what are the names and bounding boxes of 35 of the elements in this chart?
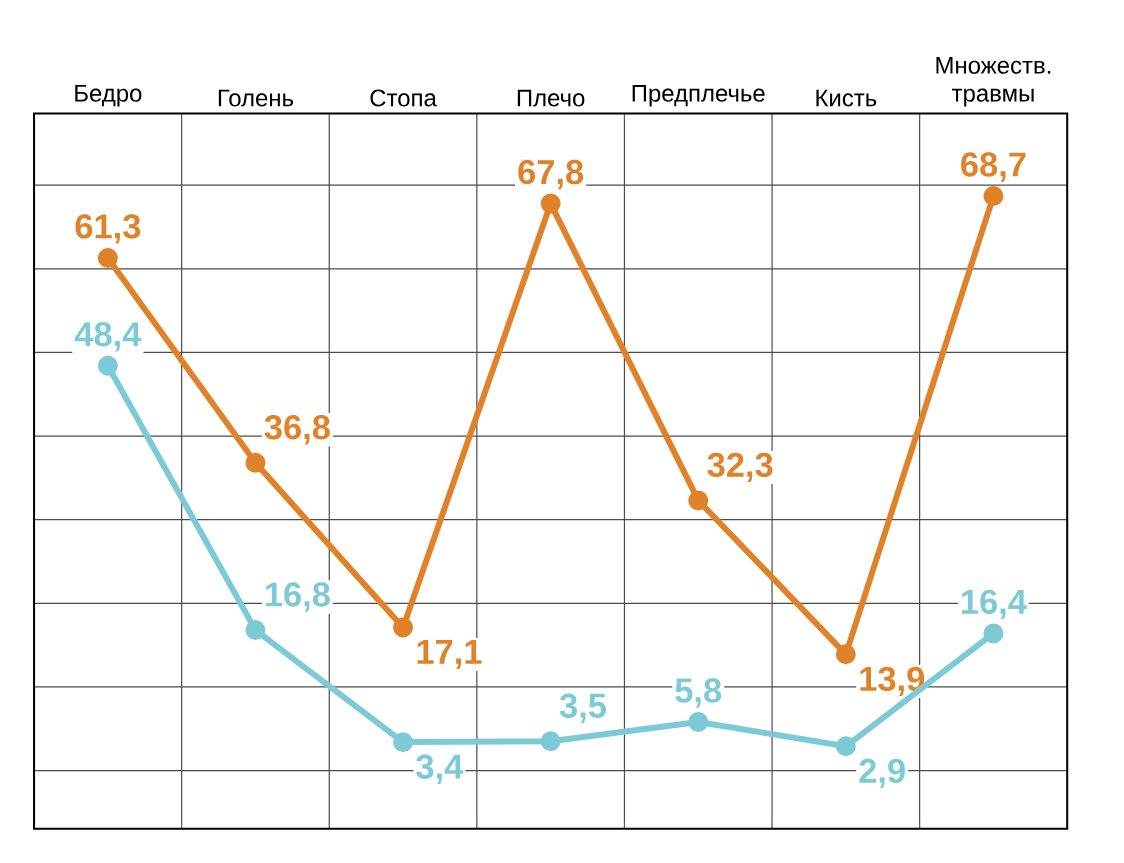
x-tick-label: Кисть [816, 89, 877, 107]
point [97, 248, 118, 268]
point [540, 731, 561, 752]
point [540, 193, 561, 214]
point [393, 617, 414, 638]
point [983, 186, 1004, 207]
point [688, 712, 709, 733]
data-label: 3,4 [416, 754, 464, 784]
point [835, 644, 856, 665]
data-label: 67,8 [518, 159, 584, 190]
point [393, 732, 414, 753]
data-label: 48,4 [74, 322, 142, 352]
x-tick-label: Множеств. травмы [936, 57, 1051, 107]
x-tick-label: Предплечье [632, 85, 765, 107]
data-label: 16,8 [265, 582, 330, 612]
x-tick-label: Голень [218, 89, 294, 107]
data-label: 16,4 [962, 589, 1027, 620]
point [688, 490, 709, 511]
x-tick-label: Плечо [517, 89, 585, 107]
data-label: 2,9 [859, 758, 905, 789]
point [245, 620, 266, 641]
point [983, 623, 1004, 644]
x-tick-label: Стопа [370, 89, 437, 107]
data-label: 3,5 [559, 693, 606, 723]
data-label: 61,3 [75, 214, 141, 244]
point [245, 452, 266, 473]
data-label: 36,8 [264, 415, 330, 445]
point [97, 355, 118, 376]
x-tick-label: Бедро [75, 85, 142, 107]
data-label: 17,1 [417, 639, 482, 670]
data-label: 13,9 [860, 666, 925, 697]
data-label: 32,3 [707, 452, 773, 483]
data-label: 5,8 [675, 678, 722, 708]
point [835, 736, 856, 757]
data-label: 68,7 [961, 152, 1026, 182]
